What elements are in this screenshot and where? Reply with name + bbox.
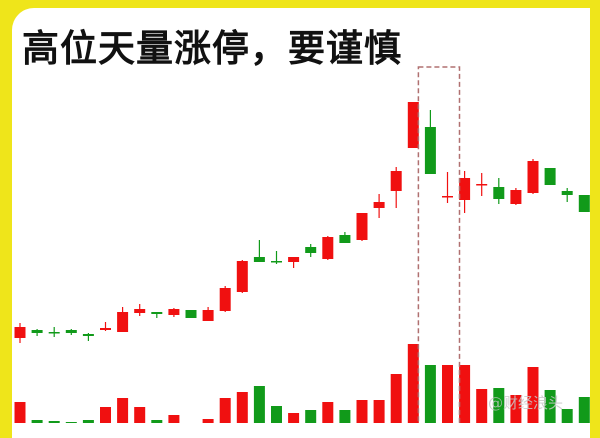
candle-body [544,168,556,185]
candle-body [236,261,248,292]
volume-bar [236,392,248,423]
volume-bar [100,407,111,423]
candle-body [185,310,197,318]
candle-body [14,327,26,338]
volume-bar [459,365,471,423]
chart-title: 高位天量涨停，要谨慎 [22,27,402,70]
volume-bar [493,388,505,423]
volume-bar [390,374,402,423]
candle-body [339,235,351,243]
volume-bar [117,398,129,423]
candle-body [168,309,180,315]
volume-bar [544,390,556,423]
candle-body [31,330,43,333]
volume-bar [288,413,300,423]
volume-bar [48,421,60,423]
volume-bar [253,386,265,423]
candle-body [442,196,453,198]
volume-bar [134,407,146,423]
candle-body [510,190,522,204]
candle-body [561,191,573,195]
candle-body [390,171,402,191]
candle-body [424,127,436,174]
candle-body [322,237,334,259]
volume-bar [476,389,488,423]
candle-body [373,202,385,208]
volume-bar [407,344,419,423]
highlight-box [417,66,461,423]
candlestick-chart [14,66,590,423]
candle-body [117,312,129,332]
volume-bar [82,420,94,423]
volume-bar [442,365,453,423]
candle-body [65,330,77,333]
volume-bar [510,395,522,423]
volume-bar [578,397,590,423]
volume-bar [151,420,163,423]
volume-bar [373,400,385,423]
candle-body [253,257,265,262]
volume-bar [219,398,231,423]
candle-body [288,257,300,262]
candle-body [219,288,231,311]
candle-body [134,309,146,313]
candle-body [459,178,471,200]
volume-bar [168,415,180,423]
candle-body [82,334,94,336]
candle-body [407,102,419,148]
candle-body [151,312,163,314]
volume-bar [14,402,26,423]
volume-bar [322,402,334,423]
candle-body [271,261,282,263]
candle-body [48,332,60,334]
volume-bar [202,419,214,423]
volume-bar [424,365,436,423]
volume-bar [527,367,539,423]
candle-body [527,161,539,193]
candle-body [493,187,505,199]
candle-body [356,213,368,240]
watermark: @财经浪头 [488,394,564,412]
chart-panel [12,8,590,438]
volume-bar [31,420,43,423]
candle-body [202,310,214,321]
volume-bar [339,410,351,423]
volume-bar [356,400,368,423]
candle-body [100,328,111,330]
candle-body [305,247,317,253]
candle-body [578,195,590,212]
volume-bar [271,406,282,423]
candle-body [476,184,488,186]
volume-bar [305,410,317,423]
volume-bar [561,409,573,423]
